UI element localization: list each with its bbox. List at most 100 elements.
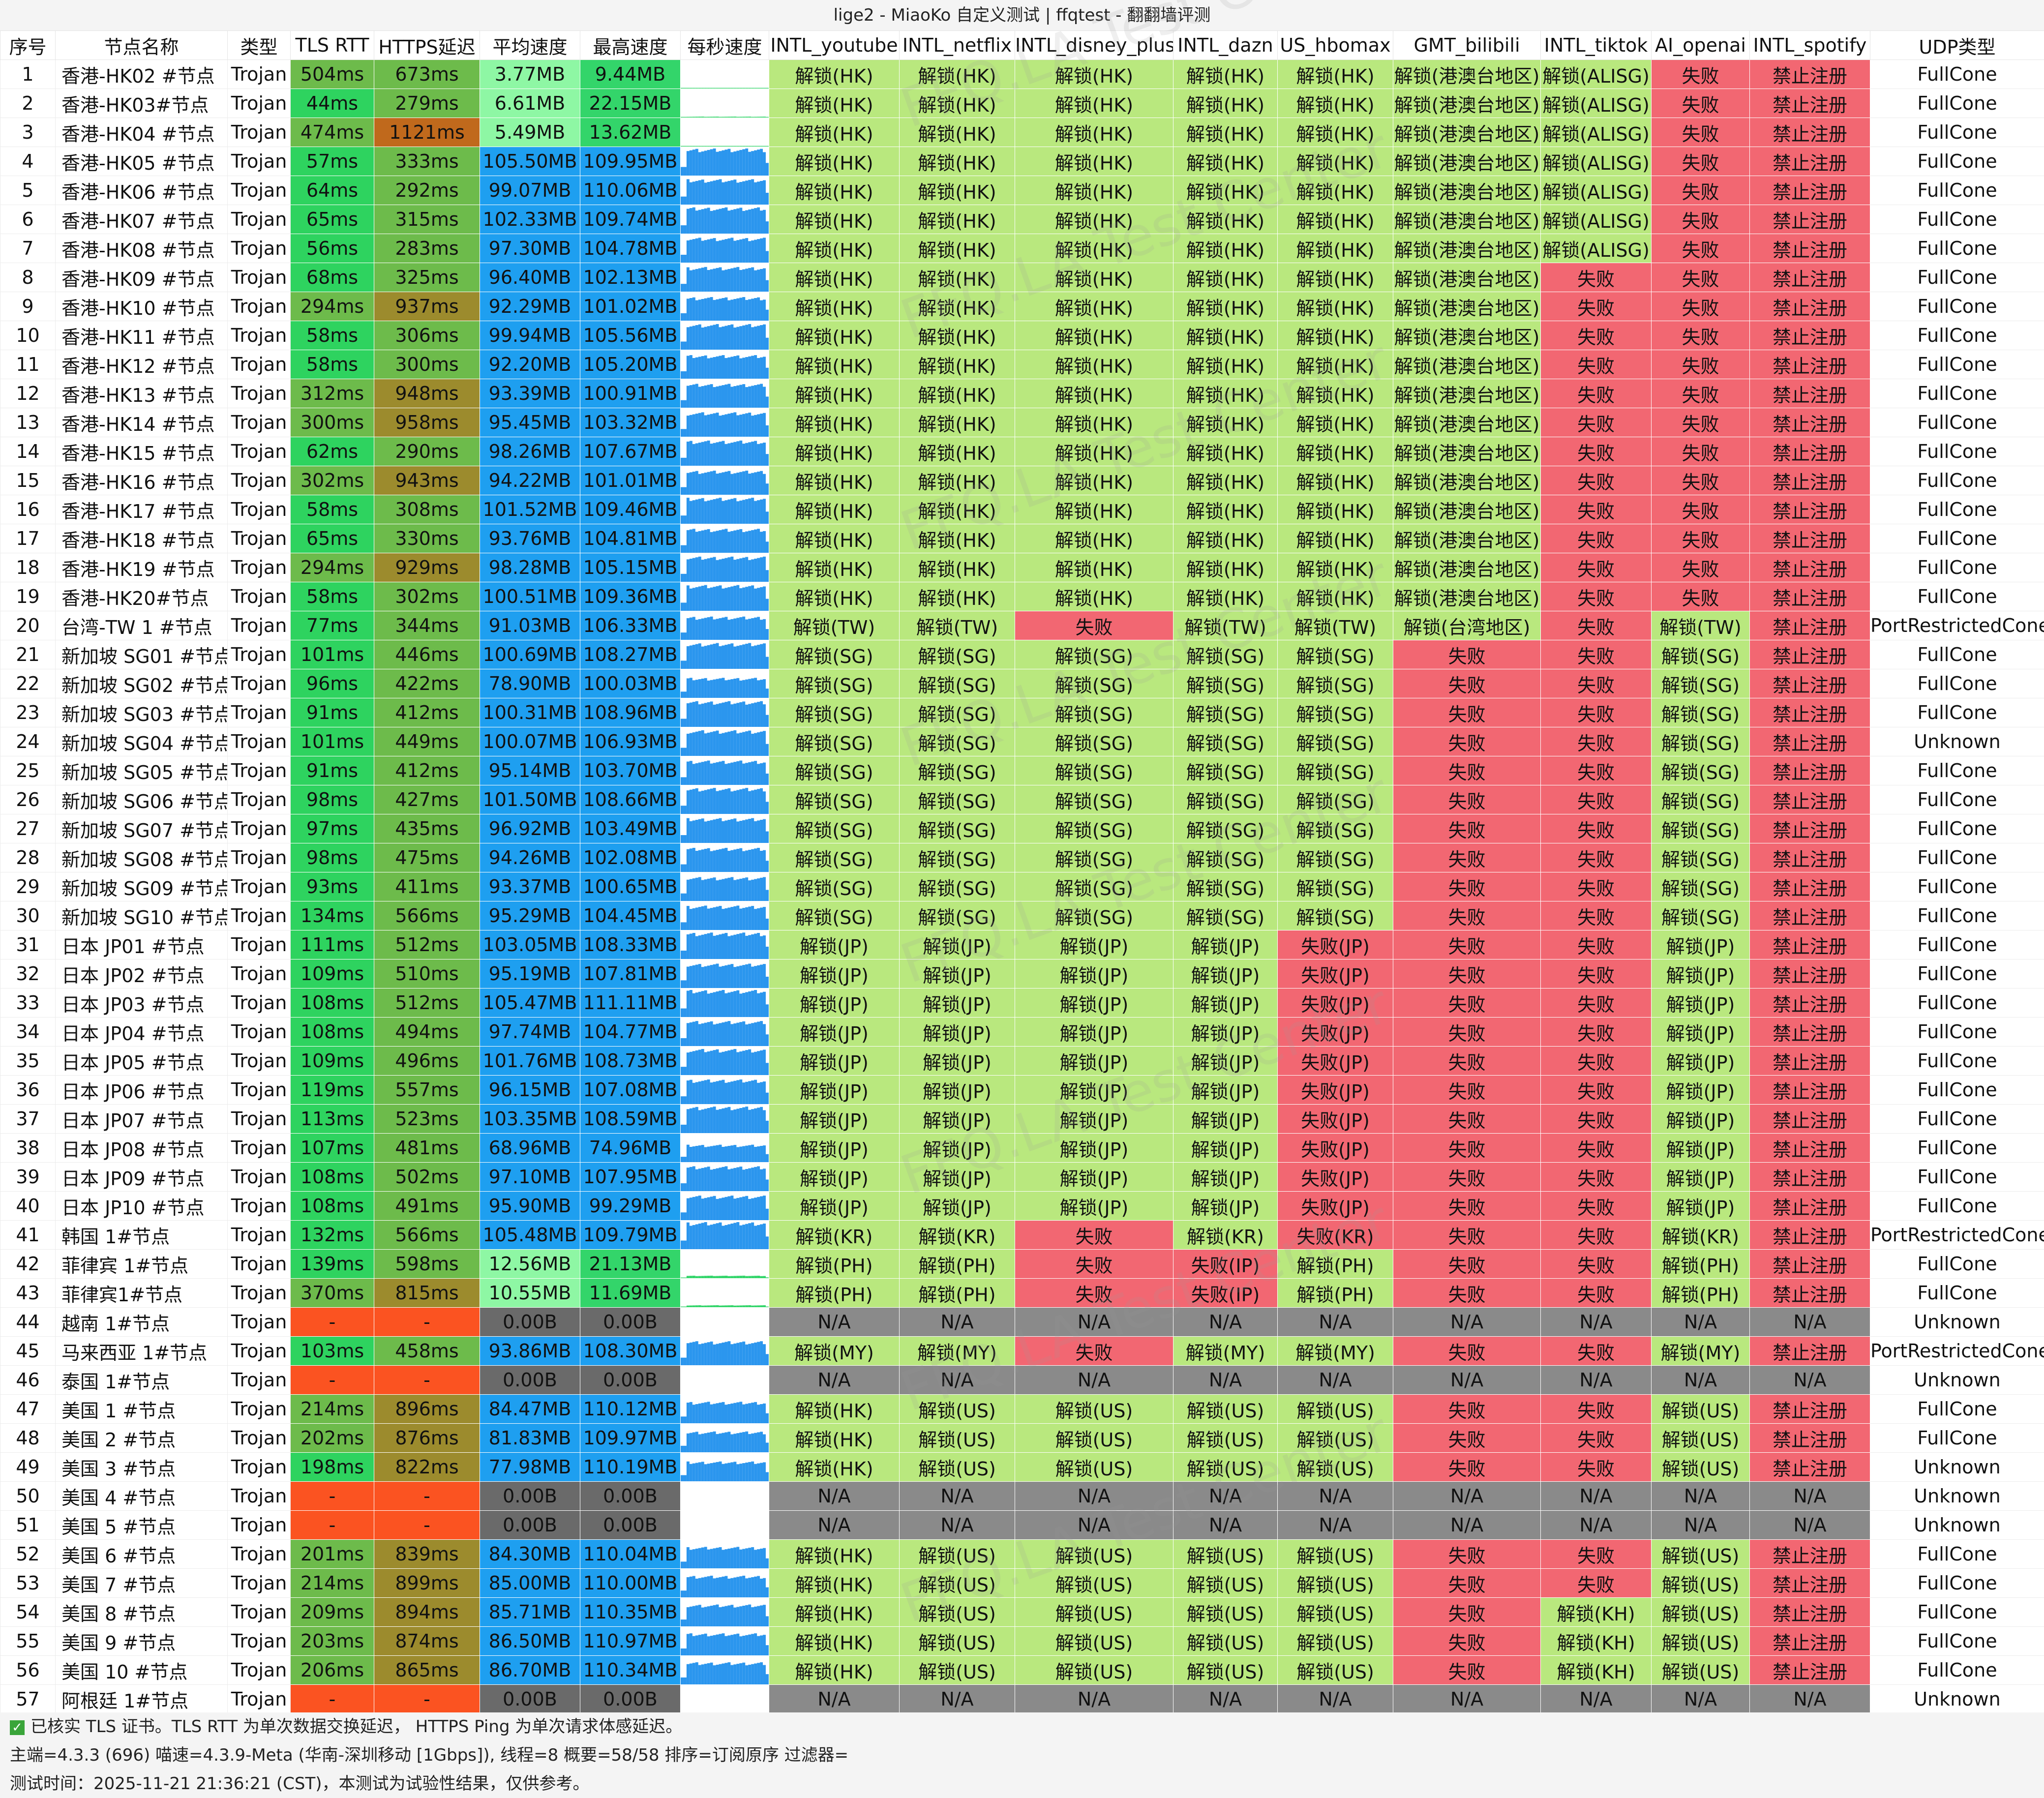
table-row[interactable]: 12 香港-HK13 #节点 Trojan 312ms 948ms 93.39MB 100.… bbox=[0, 379, 2044, 408]
table-row[interactable]: 42 菲律宾 1#节点 Trojan 139ms 598ms 12.56MB 21.13MB… bbox=[0, 1249, 2044, 1279]
table-row[interactable]: 30 新加坡 SG10 #节点 Trojan 134ms 566ms 95.29MB 104… bbox=[0, 901, 2044, 930]
table-row[interactable]: 3 香港-HK04 #节点 Trojan 474ms 1121ms 5.49MB 13.62… bbox=[0, 118, 2044, 147]
table-row[interactable]: 27 新加坡 SG07 #节点 Trojan 97ms 435ms 96.92MB 103.… bbox=[0, 814, 2044, 843]
sparkline-bar bbox=[748, 1276, 751, 1278]
sparkline-bar bbox=[727, 680, 731, 698]
table-row[interactable]: 29 新加坡 SG09 #节点 Trojan 93ms 411ms 93.37MB 100.… bbox=[0, 872, 2044, 901]
cell-hbomax: 解锁(SG) bbox=[1277, 640, 1393, 669]
cell-hbomax: N/A bbox=[1277, 1307, 1393, 1337]
table-row[interactable]: 17 香港-HK18 #节点 Trojan 65ms 330ms 93.76MB 104.8… bbox=[0, 524, 2044, 553]
sparkline-bar bbox=[713, 1169, 716, 1191]
table-row[interactable]: 34 日本 JP04 #节点 Trojan 108ms 494ms 97.74MB 104.… bbox=[0, 1017, 2044, 1047]
header-index[interactable]: 序号 bbox=[0, 30, 56, 60]
sparkline-bar bbox=[721, 1342, 725, 1365]
sparkline-bar bbox=[751, 790, 754, 814]
table-row[interactable]: 26 新加坡 SG06 #节点 Trojan 98ms 427ms 101.50MB 108… bbox=[0, 785, 2044, 814]
table-row[interactable]: 15 香港-HK16 #节点 Trojan 302ms 943ms 94.22MB 101.… bbox=[0, 466, 2044, 495]
table-row[interactable]: 11 香港-HK12 #节点 Trojan 58ms 300ms 92.20MB 105.2… bbox=[0, 350, 2044, 379]
header-avg-speed[interactable]: 平均速度 bbox=[480, 30, 580, 60]
table-row[interactable]: 44 越南 1#节点 Trojan - -0.00B 0.00B N/A N/A N/A N/A N… bbox=[0, 1307, 2044, 1337]
table-row[interactable]: 6 香港-HK07 #节点 Trojan 65ms 315ms 102.33MB 109.7… bbox=[0, 205, 2044, 234]
table-row[interactable]: 25 新加坡 SG05 #节点 Trojan 91ms 412ms 95.14MB 103.… bbox=[0, 756, 2044, 785]
sparkline-bar bbox=[710, 557, 713, 582]
table-row[interactable]: 35 日本 JP05 #节点 Trojan 109ms 496ms 101.76MB 108… bbox=[0, 1046, 2044, 1076]
sparkline-bar bbox=[686, 1403, 690, 1423]
header-https-delay[interactable]: HTTPS延迟 bbox=[374, 30, 480, 60]
cell-type: Trojan bbox=[227, 1481, 291, 1511]
table-row[interactable]: 13 香港-HK14 #节点 Trojan 300ms 958ms 95.45MB 103.… bbox=[0, 408, 2044, 437]
table-row[interactable]: 32 日本 JP02 #节点 Trojan 109ms 510ms 95.19MB 107.… bbox=[0, 959, 2044, 989]
header-type[interactable]: 类型 bbox=[227, 30, 291, 60]
table-row[interactable]: 21 新加坡 SG01 #节点 Trojan 101ms 446ms 100.69MB 10… bbox=[0, 640, 2044, 669]
header-node-name[interactable]: 节点名称 bbox=[55, 30, 228, 60]
table-row[interactable]: 52 美国 6 #节点 Trojan 201ms 839ms 84.30MB 110.04M… bbox=[0, 1539, 2044, 1569]
table-row[interactable]: 8 香港-HK09 #节点 Trojan 68ms 325ms 96.40MB 102.13… bbox=[0, 263, 2044, 292]
header-spotify[interactable]: INTL_spotify bbox=[1749, 30, 1870, 60]
table-row[interactable]: 28 新加坡 SG08 #节点 Trojan 98ms 475ms 94.26MB 102.… bbox=[0, 843, 2044, 872]
table-row[interactable]: 56 美国 10 #节点 Trojan 206ms 865ms 86.70MB 110.34… bbox=[0, 1655, 2044, 1685]
header-tls-rtt[interactable]: TLS RTT bbox=[290, 30, 374, 60]
header-disney-plus[interactable]: INTL_disney_plus bbox=[1015, 30, 1173, 60]
table-row[interactable]: 33 日本 JP03 #节点 Trojan 108ms 512ms 105.47MB 111… bbox=[0, 988, 2044, 1018]
table-row[interactable]: 38 日本 JP08 #节点 Trojan 107ms 481ms 68.96MB 74.9… bbox=[0, 1133, 2044, 1163]
table-row[interactable]: 36 日本 JP06 #节点 Trojan 119ms 557ms 96.15MB 107.… bbox=[0, 1075, 2044, 1105]
table-row[interactable]: 45 马来西亚 1#节点 Trojan 103ms 458ms 93.86MB 108.30… bbox=[0, 1336, 2044, 1366]
table-row[interactable]: 19 香港-HK20#节点 Trojan 58ms 302ms 100.51MB 109.3… bbox=[0, 582, 2044, 611]
cell-bilibili: 失败 bbox=[1393, 1249, 1541, 1279]
table-row[interactable]: 49 美国 3 #节点 Trojan 198ms 822ms 77.98MB 110.19M… bbox=[0, 1452, 2044, 1482]
table-row[interactable]: 2 香港-HK03#节点 Trojan 44ms 279ms 6.61MB 22.15MB 解… bbox=[0, 89, 2044, 118]
table-row[interactable]: 5 香港-HK06 #节点 Trojan 64ms 292ms 99.07MB 110.06… bbox=[0, 176, 2044, 205]
table-row[interactable]: 1 香港-HK02 #节点 Trojan 504ms 673ms 3.77MB 9.44MB… bbox=[0, 60, 2044, 89]
table-row[interactable]: 50 美国 4 #节点 Trojan - -0.00B 0.00B N/A N/A N/A N/A… bbox=[0, 1481, 2044, 1511]
header-tiktok[interactable]: INTL_tiktok bbox=[1540, 30, 1652, 60]
cell-disney-plus: 解锁(US) bbox=[1015, 1423, 1173, 1453]
table-row[interactable]: 48 美国 2 #节点 Trojan 202ms 876ms 81.83MB 109.97M… bbox=[0, 1423, 2044, 1453]
header-hbomax[interactable]: US_hbomax bbox=[1277, 30, 1393, 60]
header-youtube[interactable]: INTL_youtube bbox=[769, 30, 900, 60]
sparkline-bar bbox=[716, 299, 719, 321]
table-row[interactable]: 7 香港-HK08 #节点 Trojan 56ms 283ms 97.30MB 104.78… bbox=[0, 234, 2044, 263]
table-row[interactable]: 24 新加坡 SG04 #节点 Trojan 101ms 449ms 100.07MB 10… bbox=[0, 727, 2044, 756]
table-row[interactable]: 20 台湾-TW 1 #节点 Trojan 77ms 344ms 91.03MB 106.3… bbox=[0, 611, 2044, 640]
header-bilibili[interactable]: GMT_bilibili bbox=[1393, 30, 1541, 60]
header-dazn[interactable]: INTL_dazn bbox=[1173, 30, 1278, 60]
table-row[interactable]: 43 菲律宾1#节点 Trojan 370ms 815ms 10.55MB 11.69MB 解… bbox=[0, 1278, 2044, 1308]
table-row[interactable]: 10 香港-HK11 #节点 Trojan 58ms 306ms 99.94MB 105.5… bbox=[0, 321, 2044, 350]
table-row[interactable]: 40 日本 JP10 #节点 Trojan 108ms 491ms 95.90MB 99.2… bbox=[0, 1191, 2044, 1221]
table-row[interactable]: 53 美国 7 #节点 Trojan 214ms 899ms 85.00MB 110.00M… bbox=[0, 1568, 2044, 1598]
table-row[interactable]: 16 香港-HK17 #节点 Trojan 58ms 308ms 101.52MB 109.… bbox=[0, 495, 2044, 524]
cell-hbomax: N/A bbox=[1277, 1481, 1393, 1511]
sparkline-bar bbox=[719, 1403, 722, 1423]
table-row[interactable]: 57 阿根廷 1#节点 Trojan - -0.00B 0.00B N/A N/A N/A N/A… bbox=[0, 1684, 2044, 1714]
table-row[interactable]: 22 新加坡 SG02 #节点 Trojan 96ms 422ms 78.90MB 100.… bbox=[0, 669, 2044, 698]
sparkline-bar bbox=[710, 732, 713, 756]
sparkline-bar bbox=[695, 149, 698, 176]
table-row[interactable]: 41 韩国 1#节点 Trojan 132ms 566ms 105.48MB 109.79M… bbox=[0, 1220, 2044, 1250]
table-row[interactable]: 4 香港-HK05 #节点 Trojan 57ms 333ms 105.50MB 109.9… bbox=[0, 147, 2044, 176]
sparkline-bar bbox=[736, 1433, 740, 1452]
sparkline-bar bbox=[704, 966, 707, 988]
header-netflix[interactable]: INTL_netflix bbox=[899, 30, 1015, 60]
table-row[interactable]: 54 美国 8 #节点 Trojan 209ms 894ms 85.71MB 110.35M… bbox=[0, 1597, 2044, 1627]
table-row[interactable]: 46 泰国 1#节点 Trojan - -0.00B 0.00B N/A N/A N/A N/A N… bbox=[0, 1365, 2044, 1395]
sparkline-bar bbox=[707, 1079, 710, 1104]
table-row[interactable]: 31 日本 JP01 #节点 Trojan 111ms 512ms 103.05MB 108… bbox=[0, 930, 2044, 959]
table-row[interactable]: 55 美国 9 #节点 Trojan 203ms 874ms 86.50MB 110.97M… bbox=[0, 1626, 2044, 1656]
table-row[interactable]: 23 新加坡 SG03 #节点 Trojan 91ms 412ms 100.31MB 108… bbox=[0, 698, 2044, 727]
header-max-speed[interactable]: 最高速度 bbox=[580, 30, 681, 60]
header-per-second-speed[interactable]: 每秒速度 bbox=[680, 30, 769, 60]
table-row[interactable]: 9 香港-HK10 #节点 Trojan 294ms 937ms 92.29MB 101.0… bbox=[0, 292, 2044, 321]
table-row[interactable]: 39 日本 JP09 #节点 Trojan 108ms 502ms 97.10MB 107.… bbox=[0, 1162, 2044, 1192]
header-udp-type[interactable]: UDP类型 bbox=[1870, 30, 2044, 60]
cell-tiktok: N/A bbox=[1540, 1307, 1652, 1337]
table-row[interactable]: 18 香港-HK19 #节点 Trojan 294ms 929ms 98.28MB 105.… bbox=[0, 553, 2044, 582]
sparkline-bar bbox=[742, 1021, 746, 1046]
cell-tls-rtt: - bbox=[290, 1510, 374, 1540]
sparkline-bar bbox=[754, 270, 757, 292]
table-row[interactable]: 51 美国 5 #节点 Trojan - -0.00B 0.00B N/A N/A N/A N/A… bbox=[0, 1510, 2044, 1540]
header-openai[interactable]: AI_openai bbox=[1651, 30, 1750, 60]
table-row[interactable]: 47 美国 1 #节点 Trojan 214ms 896ms 84.47MB 110.12M… bbox=[0, 1394, 2044, 1424]
table-row[interactable]: 37 日本 JP07 #节点 Trojan 113ms 523ms 103.35MB 108… bbox=[0, 1104, 2044, 1134]
table-row[interactable]: 14 香港-HK15 #节点 Trojan 62ms 290ms 98.26MB 107.6… bbox=[0, 437, 2044, 466]
sparkline-bar bbox=[721, 1606, 725, 1626]
